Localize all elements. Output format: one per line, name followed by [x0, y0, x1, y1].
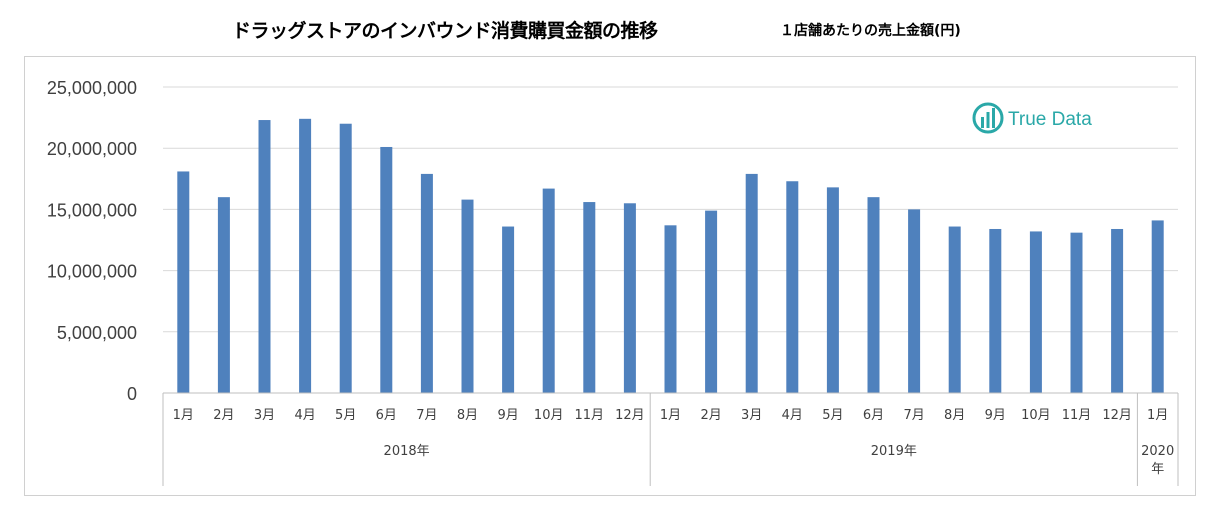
bar — [1151, 220, 1164, 393]
bar — [420, 173, 433, 393]
chart-subtitle: １店舗あたりの売上金額(円) — [780, 23, 961, 39]
x-tick-label: 2月 — [700, 408, 721, 423]
chart-title: ドラッグストアのインバウンド消費購買金額の推移 — [232, 20, 658, 42]
x-tick-label: 6月 — [863, 408, 884, 423]
x-tick-label: 10月 — [534, 408, 564, 423]
bar — [826, 187, 839, 393]
bar — [299, 118, 312, 393]
x-tick-label: 8月 — [944, 408, 965, 423]
x-tick-label: 12月 — [1102, 408, 1132, 423]
y-tick-label: 15,000,000 — [47, 200, 137, 220]
bar — [339, 123, 352, 393]
bar — [583, 202, 596, 393]
x-tick-label: 1月 — [1147, 408, 1168, 423]
x-tick-label: 9月 — [985, 408, 1006, 423]
bar — [502, 226, 515, 393]
x-tick-label: 7月 — [903, 408, 924, 423]
bar — [705, 210, 718, 393]
bar — [1070, 232, 1083, 393]
chart-frame — [24, 56, 1196, 496]
bar — [542, 188, 555, 393]
bar — [745, 173, 758, 393]
x-group-label: 2019年 — [871, 444, 917, 459]
x-tick-label: 8月 — [457, 408, 478, 423]
x-tick-label: 1月 — [660, 408, 681, 423]
x-tick-label: 10月 — [1021, 408, 1051, 423]
x-tick-label: 6月 — [376, 408, 397, 423]
x-group-label: 2020 年 — [1141, 444, 1174, 477]
x-tick-label: 3月 — [741, 408, 762, 423]
bar — [177, 171, 190, 393]
x-tick-label: 4月 — [294, 408, 315, 423]
bar — [664, 225, 677, 393]
bar — [786, 181, 799, 393]
x-axis: 1月 2月 3月 4月 5月 6月 7月 8月 9月 10月 11月 12月 1月 2月 3月 4月 5月 6月 7… — [162, 392, 1179, 486]
x-tick-label: 1月 — [173, 408, 194, 423]
x-tick-label: 12月 — [615, 408, 645, 423]
bar — [948, 226, 961, 393]
bar — [1111, 228, 1124, 393]
bar — [380, 146, 393, 393]
x-tick-label: 9月 — [497, 408, 518, 423]
y-axis-ticks: 0 5,000,000 10,000,000 15,000,000 20,000,000… — [47, 78, 137, 404]
y-tick-label: 25,000,000 — [47, 78, 137, 98]
x-tick-label: 7月 — [416, 408, 437, 423]
true-data-logo-icon — [972, 102, 1004, 134]
bar — [623, 203, 636, 393]
y-tick-label: 10,000,000 — [47, 262, 137, 282]
y-tick-label: 20,000,000 — [47, 139, 137, 159]
y-tick-label: 5,000,000 — [57, 323, 137, 343]
x-tick-label: 11月 — [575, 408, 605, 423]
bar — [217, 197, 230, 393]
bar — [1029, 231, 1042, 393]
chart-title-row: ドラッグストアのインバウンド消費購買金額の推移 １店舗あたりの売上金額(円) — [0, 8, 1222, 44]
x-tick-label: 5月 — [822, 408, 843, 423]
y-tick-label: 0 — [127, 384, 137, 404]
bar — [989, 228, 1002, 393]
x-tick-label: 11月 — [1062, 408, 1092, 423]
x-tick-label: 2月 — [213, 408, 234, 423]
bar — [867, 197, 880, 393]
true-data-logo: True Data — [972, 102, 1092, 134]
x-tick-label: 5月 — [335, 408, 356, 423]
true-data-logo-text: True Data — [1008, 109, 1092, 130]
bar — [908, 209, 921, 393]
x-tick-label: 4月 — [782, 408, 803, 423]
x-group-label: 2018年 — [384, 444, 430, 459]
bar — [258, 120, 271, 393]
bar — [461, 199, 474, 393]
bars — [177, 118, 1164, 393]
x-tick-label: 3月 — [254, 408, 275, 423]
